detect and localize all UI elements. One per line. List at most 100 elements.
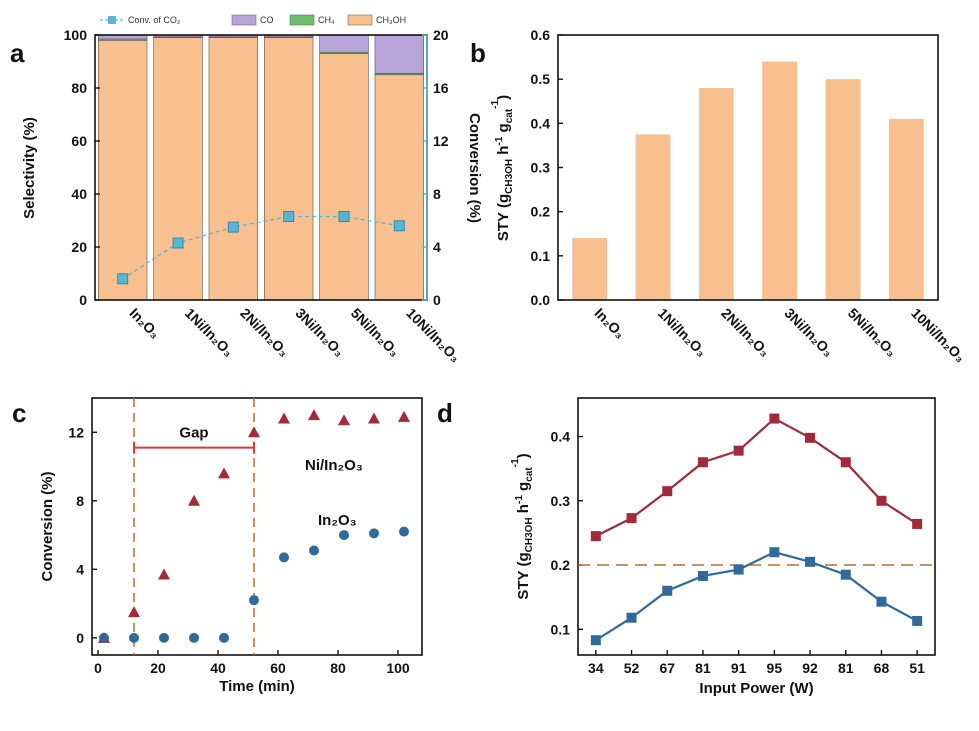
point-lower-8 bbox=[876, 596, 887, 607]
xtick-label: 92 bbox=[802, 660, 818, 676]
ytick-label: 60 bbox=[71, 133, 87, 149]
xtick-label: In₂O₃ bbox=[127, 305, 164, 342]
sty-bar-2 bbox=[698, 88, 734, 300]
point-ni-2 bbox=[158, 568, 170, 580]
ytick-label: 0.4 bbox=[551, 429, 571, 445]
panel-label-a: a bbox=[10, 38, 25, 68]
bar-ch3oh-2 bbox=[208, 37, 258, 301]
bar-ch3oh-1 bbox=[153, 37, 203, 301]
xtick-label: 0 bbox=[94, 660, 102, 676]
legend-label-ch3oh: CH₃OH bbox=[376, 15, 406, 25]
point-lower-1 bbox=[626, 612, 637, 623]
xtick-label: 2Ni/In₂O₃ bbox=[237, 305, 292, 360]
point-ni-5 bbox=[248, 426, 260, 438]
ytick-label: 0 bbox=[76, 630, 84, 646]
plot-frame bbox=[577, 397, 936, 656]
y2-axis-label: Conversion (%) bbox=[466, 113, 483, 223]
panel-b-chart: 0.0 0.1 0.2 0.3 0.4 0.5 0.6 In₂O₃ 1Ni/In₂O₃ 2Ni/I… bbox=[490, 27, 969, 365]
ytick-label: 0.4 bbox=[531, 115, 551, 131]
conversion-point-1 bbox=[172, 237, 184, 249]
xtick-label: 5Ni/In₂O₃ bbox=[348, 305, 403, 360]
ytick-label: 0.3 bbox=[551, 493, 571, 509]
point-in2o3-6 bbox=[279, 552, 289, 563]
x-axis-label: Input Power (W) bbox=[699, 680, 813, 697]
ytick-label: 0.3 bbox=[531, 160, 551, 176]
panel-label-d: d bbox=[437, 398, 453, 428]
panel-c-chart: 0 20 40 60 80 100 0 4 8 12 Gap Ni/In₂O₃ In₂O₃ Time (m… bbox=[39, 397, 423, 695]
point-ni-7 bbox=[308, 409, 320, 421]
y-axis-label: Conversion (%) bbox=[39, 471, 56, 581]
point-in2o3-0 bbox=[99, 632, 109, 643]
ytick-label: 0.5 bbox=[531, 71, 551, 87]
panel-d-chart: 0.1 0.2 0.3 0.4 34 52 67 81 91 95 92 81 68 51 Input Po… bbox=[510, 397, 936, 697]
ytick-label: 80 bbox=[71, 80, 87, 96]
conversion-point-3 bbox=[283, 211, 295, 223]
ytick-label: 12 bbox=[68, 424, 84, 440]
point-in2o3-8 bbox=[339, 530, 349, 541]
xtick-label: 52 bbox=[624, 660, 640, 676]
point-upper-1 bbox=[626, 513, 637, 524]
panel-label-b: b bbox=[470, 38, 486, 68]
plot-frame bbox=[557, 34, 939, 301]
point-lower-3 bbox=[697, 570, 708, 581]
ytick-label: 0.0 bbox=[531, 292, 551, 308]
plot-frame bbox=[91, 397, 423, 656]
y2tick-label: 12 bbox=[433, 133, 449, 149]
xtick-label: 91 bbox=[731, 660, 747, 676]
panel-a-chart: 0 20 40 60 80 100 0 4 8 12 16 20 In₂O₃ 1Ni/In₂O₃ 2Ni/I… bbox=[21, 14, 483, 365]
y2tick-label: 0 bbox=[433, 292, 441, 308]
ytick-label: 8 bbox=[76, 493, 84, 509]
point-upper-2 bbox=[662, 486, 673, 497]
point-ni-8 bbox=[338, 414, 350, 426]
point-lower-4 bbox=[733, 564, 744, 575]
legend-label-conversion: Conv. of CO₂ bbox=[128, 15, 181, 25]
legend-label-ch4: CH₄ bbox=[318, 15, 335, 25]
point-in2o3-1 bbox=[129, 632, 139, 643]
xtick-label: 1Ni/In₂O₃ bbox=[182, 305, 237, 360]
ytick-label: 0.1 bbox=[531, 248, 551, 264]
point-upper-7 bbox=[840, 457, 851, 468]
point-in2o3-10 bbox=[399, 526, 409, 537]
gap-label: Gap bbox=[179, 425, 208, 442]
point-in2o3-9 bbox=[369, 528, 379, 539]
ytick-label: 0 bbox=[79, 292, 87, 308]
ytick-label: 100 bbox=[64, 27, 88, 43]
xtick-label: 67 bbox=[659, 660, 675, 676]
y2tick-label: 4 bbox=[433, 239, 441, 255]
bar-ch3oh-3 bbox=[264, 37, 314, 301]
sty-bar-4 bbox=[825, 79, 861, 301]
xtick-label: 10Ni/In₂O₃ bbox=[908, 305, 968, 365]
sty-bar-0 bbox=[572, 238, 608, 300]
sty-bar-5 bbox=[888, 118, 924, 301]
point-lower-2 bbox=[662, 585, 673, 596]
xtick-label: 95 bbox=[767, 660, 783, 676]
point-ni-1 bbox=[128, 606, 140, 618]
point-in2o3-5 bbox=[249, 595, 259, 606]
series-label-ni: Ni/In₂O₃ bbox=[305, 457, 363, 474]
y-axis-label: STY (gCH3OH h-1 gcat-1) bbox=[510, 453, 535, 599]
series-line-upper bbox=[595, 417, 918, 538]
xtick-label: 81 bbox=[695, 660, 711, 676]
ytick-label: 0.6 bbox=[531, 27, 551, 43]
ytick-label: 4 bbox=[76, 561, 84, 577]
point-lower-6 bbox=[805, 556, 816, 567]
xtick-label: In₂O₃ bbox=[592, 305, 629, 342]
point-ni-3 bbox=[188, 494, 200, 506]
point-in2o3-4 bbox=[219, 632, 229, 643]
point-in2o3-3 bbox=[189, 632, 199, 643]
xtick-label: 60 bbox=[270, 660, 286, 676]
point-in2o3-7 bbox=[309, 545, 319, 556]
y2tick-label: 8 bbox=[433, 186, 441, 202]
conversion-point-2 bbox=[227, 221, 239, 233]
point-lower-5 bbox=[769, 547, 780, 558]
x-axis-label: Time (min) bbox=[219, 678, 295, 695]
bar-ch3oh-0 bbox=[98, 39, 148, 301]
y-axis-label: STY (gCH3OH h-1 gcat-1) bbox=[490, 95, 515, 241]
legend-swatch-ch4 bbox=[289, 14, 315, 26]
ytick-label: 0.2 bbox=[551, 557, 571, 573]
point-upper-3 bbox=[697, 457, 708, 468]
xtick-label: 68 bbox=[874, 660, 890, 676]
point-ni-10 bbox=[398, 410, 410, 422]
point-upper-6 bbox=[805, 432, 816, 443]
